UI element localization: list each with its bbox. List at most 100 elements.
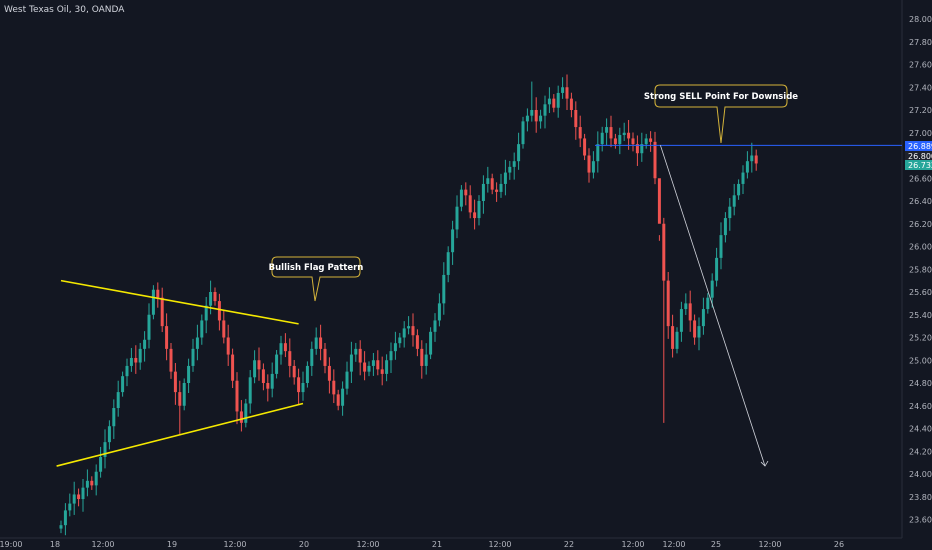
candle-body <box>477 201 481 219</box>
candle <box>525 108 529 132</box>
candle <box>279 335 283 365</box>
candle <box>59 520 63 534</box>
x-tick-label: 19:00 <box>0 540 23 549</box>
price-badge-label: 26.800 <box>908 152 932 161</box>
candle-body <box>129 357 133 366</box>
candle-body <box>517 144 521 162</box>
candle <box>649 131 653 152</box>
y-tick-label: 27.800 <box>909 38 932 47</box>
candle <box>684 293 688 315</box>
candle <box>213 287 217 306</box>
candle <box>640 132 644 162</box>
candle <box>697 317 701 351</box>
candle-body <box>565 87 569 99</box>
candle <box>552 94 556 113</box>
candle-body <box>402 328 406 338</box>
candle-body <box>723 218 727 236</box>
candle-body <box>754 155 758 164</box>
candle-body <box>631 138 635 145</box>
candle-body <box>257 360 261 370</box>
candle <box>701 297 705 335</box>
candle-body <box>706 297 710 310</box>
sell-point-callout: Strong SELL Point For Downside <box>644 84 798 144</box>
y-tick-label: 24.800 <box>909 379 932 388</box>
candle-body <box>68 503 72 511</box>
candle <box>270 362 274 398</box>
x-tick-label: 12:00 <box>356 540 379 549</box>
candle <box>710 273 714 308</box>
candle <box>169 342 173 379</box>
candle-body <box>358 348 362 363</box>
candle <box>486 166 490 193</box>
candle <box>591 151 595 179</box>
candle <box>653 131 657 185</box>
candle-body <box>662 223 666 281</box>
candle <box>715 247 719 287</box>
candle-body <box>138 348 142 363</box>
projection-arrowhead <box>760 460 769 467</box>
candle-body <box>600 132 604 145</box>
callout-box <box>271 256 361 302</box>
candle <box>398 332 402 348</box>
candle-body <box>635 144 639 154</box>
candle <box>666 271 670 339</box>
candle <box>191 338 195 372</box>
candle-body <box>103 442 107 457</box>
candle-body <box>679 309 683 332</box>
candle-body <box>371 360 375 366</box>
y-tick-label: 24.200 <box>909 447 932 456</box>
candle <box>376 350 380 376</box>
candle <box>490 173 494 195</box>
candle-body <box>539 115 543 122</box>
candle <box>627 120 631 150</box>
candle-body <box>341 388 345 406</box>
candle-body <box>94 471 98 486</box>
y-tick-label: 25.000 <box>909 356 932 365</box>
candle-body <box>613 138 617 145</box>
candle <box>750 142 754 173</box>
x-tick-label: 12:00 <box>91 540 114 549</box>
candle-body <box>253 360 257 378</box>
candle-body <box>213 292 217 302</box>
candle <box>530 81 534 122</box>
candle-body <box>235 380 239 412</box>
candle <box>143 331 147 362</box>
price-badge: 26.889 <box>905 141 932 151</box>
candle <box>587 148 591 183</box>
candle <box>165 313 169 361</box>
candle <box>609 115 613 148</box>
candle-body <box>156 289 160 298</box>
candle-body <box>85 480 89 488</box>
candle-body <box>204 305 208 321</box>
candle <box>578 115 582 148</box>
candle <box>349 341 353 383</box>
candle-body <box>239 411 243 423</box>
candle-body <box>574 110 578 128</box>
y-tick-label: 24.400 <box>909 425 932 434</box>
candle-body <box>90 480 94 486</box>
candle <box>468 185 472 219</box>
y-tick-label: 25.400 <box>909 311 932 320</box>
candle-body <box>349 354 353 372</box>
candle <box>508 160 512 180</box>
candle <box>732 183 736 216</box>
candle-body <box>217 301 221 321</box>
candle <box>503 159 507 196</box>
y-tick-label: 26.600 <box>909 174 932 183</box>
y-tick-label: 27.200 <box>909 106 932 115</box>
y-tick-label: 27.400 <box>909 83 932 92</box>
callout-text: Strong SELL Point For Downside <box>644 92 798 102</box>
candle <box>723 212 727 243</box>
candle <box>613 133 617 149</box>
candle-body <box>389 351 393 361</box>
candle-body <box>732 195 736 207</box>
candle <box>415 329 419 357</box>
candle-body <box>543 104 547 116</box>
candle-body <box>437 303 441 321</box>
candle-body <box>468 195 472 213</box>
candle <box>72 481 76 515</box>
candle <box>81 479 85 512</box>
candle-body <box>147 314 151 340</box>
candle-body <box>305 365 309 383</box>
